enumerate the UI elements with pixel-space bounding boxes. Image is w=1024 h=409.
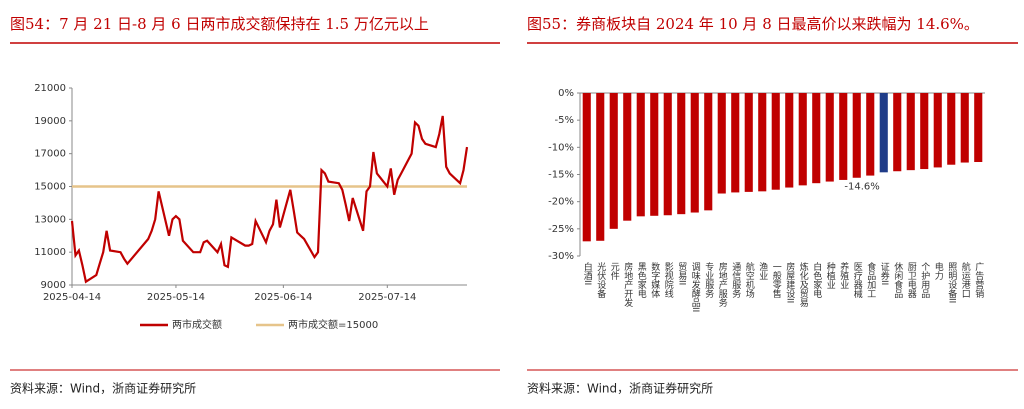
x-tick-label: 一般零售 (771, 262, 782, 299)
y-tick-label: 15000 (34, 182, 66, 193)
source: 资料来源：Wind，浙商证券研究所 (527, 381, 713, 396)
bar (596, 93, 605, 241)
bar (852, 93, 861, 178)
x-tick-label: 医疗器械 (852, 262, 863, 299)
x-tick-label: 航运港口 (960, 261, 971, 298)
x-tick-label: 航空机场 (744, 261, 755, 299)
bar (893, 93, 902, 172)
x-tick-label: 渔业 (757, 262, 768, 280)
data-label: -14.6% (844, 181, 879, 192)
x-tick-label: 个护用品 (919, 262, 930, 299)
y-tick-label: 19000 (34, 116, 66, 127)
bar (758, 93, 767, 192)
x-tick-label: 2025-06-14 (254, 292, 312, 303)
y-tick-label: 13000 (34, 214, 66, 225)
x-tick-label: 光伏设备 (595, 261, 606, 298)
bar (785, 93, 794, 188)
bar (879, 93, 888, 173)
chart-title: 图55：券商板块自 2024 年 10 月 8 日最高价以来跌幅为 14.6%。 (527, 15, 979, 33)
y-tick-label: -5% (555, 115, 574, 126)
legend-label: 两市成交额=15000 (288, 318, 378, 331)
bar (677, 93, 686, 215)
bar (825, 93, 834, 182)
chart-title: 图54：7 月 21 日-8 月 6 日两市成交额保持在 1.5 万亿元以上 (10, 15, 429, 33)
x-tick-label: 专业服务 (703, 261, 714, 299)
x-tick-label: 电力 (933, 261, 944, 281)
y-tick-label: 11000 (34, 247, 66, 258)
x-tick-label: 证券II (879, 262, 890, 285)
bar (690, 93, 699, 213)
bar (906, 93, 915, 171)
bar (717, 93, 726, 194)
x-tick-label: 黑色家电 (636, 262, 647, 298)
x-tick-label: 房地产开发 (622, 261, 633, 308)
bar (731, 93, 740, 193)
bar (744, 93, 753, 192)
bar (866, 93, 875, 176)
x-tick-label: 照明设备II (946, 262, 957, 303)
bar (663, 93, 672, 216)
bar (582, 93, 591, 242)
y-tick-label: 17000 (34, 149, 66, 160)
x-tick-label: 广告营销 (973, 261, 984, 299)
x-tick-label: 房地产服务 (717, 261, 728, 308)
bar (623, 93, 632, 221)
x-tick-label: 房屋建设II (784, 261, 795, 303)
bar (636, 93, 645, 217)
x-tick-label: 调味发酵品II (690, 262, 701, 312)
x-tick-label: 元件 (609, 262, 620, 281)
x-tick-label: 2025-05-14 (147, 292, 205, 303)
bar (947, 93, 956, 165)
bar (920, 93, 929, 170)
x-tick-label: 数字媒体 (649, 261, 660, 299)
bar (609, 93, 618, 229)
y-tick-label: -20% (548, 197, 574, 208)
x-tick-label: 通信服务 (730, 262, 741, 299)
bar (960, 93, 969, 163)
x-tick-label: 影视院线 (663, 262, 674, 298)
source: 资料来源：Wind，浙商证券研究所 (10, 381, 196, 396)
bar (771, 93, 780, 190)
bar (704, 93, 713, 211)
y-tick-label: 0% (558, 88, 574, 99)
x-tick-label: 2025-04-14 (43, 292, 101, 303)
x-tick-label: 休闲食品 (892, 261, 903, 299)
y-tick-label: -10% (548, 142, 574, 153)
x-tick-label: 白色家电 (811, 261, 822, 298)
y-tick-label: -15% (548, 170, 574, 181)
x-tick-label: 养殖业 (838, 261, 849, 289)
bar (798, 93, 807, 186)
x-tick-label: 2025-07-14 (358, 292, 416, 303)
bar (933, 93, 942, 168)
x-tick-label: 厨卫电器 (906, 262, 917, 298)
y-tick-label: 21000 (34, 83, 66, 94)
bar (812, 93, 821, 184)
line-series (70, 115, 469, 284)
x-tick-label: 贸易II (676, 261, 687, 285)
x-tick-label: 炼化及贸易 (798, 261, 809, 308)
x-tick-label: 食品加工 (865, 261, 876, 298)
y-tick-label: -25% (548, 224, 574, 235)
bar (650, 93, 659, 216)
legend-label: 两市成交额 (172, 318, 222, 331)
x-tick-label: 种植业 (825, 261, 836, 289)
y-tick-label: 9000 (41, 280, 66, 291)
x-tick-label: 白酒II (582, 261, 593, 285)
y-tick-label: -30% (548, 251, 574, 262)
bar (839, 93, 848, 180)
bar (974, 93, 983, 163)
